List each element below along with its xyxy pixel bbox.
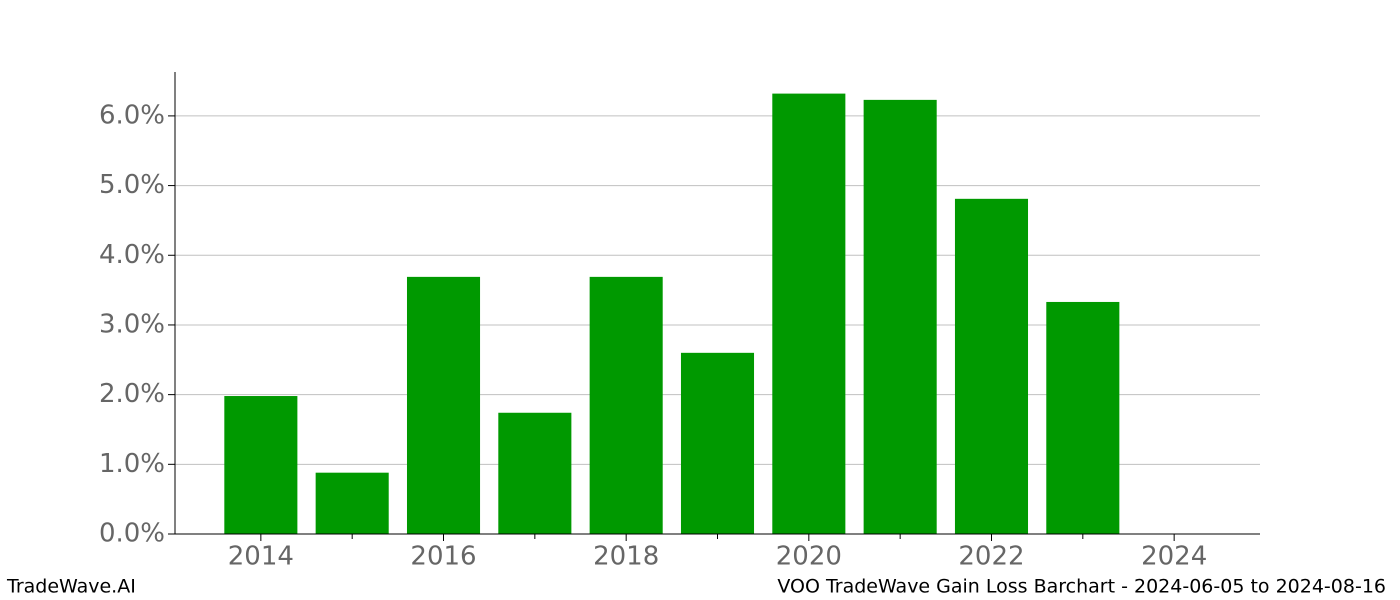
bar xyxy=(772,93,846,534)
x-tick-label: 2022 xyxy=(958,542,1024,572)
y-tick-label: 3.0% xyxy=(99,309,165,339)
x-tick-label: 2020 xyxy=(776,542,842,572)
bar xyxy=(954,198,1029,534)
bar xyxy=(315,472,389,534)
x-tick-label: 2014 xyxy=(228,542,294,572)
y-tick-label: 0.0% xyxy=(99,519,165,549)
x-tick-label: 2016 xyxy=(410,542,476,572)
bar xyxy=(680,352,755,534)
bar xyxy=(863,99,937,535)
bar xyxy=(1046,301,1120,534)
x-tick-label: 2018 xyxy=(593,542,659,572)
y-tick-label: 5.0% xyxy=(99,170,165,200)
footer-right: VOO TradeWave Gain Loss Barchart - 2024-… xyxy=(777,576,1386,598)
y-tick-label: 1.0% xyxy=(99,449,165,479)
bar xyxy=(406,276,481,534)
x-tick-label: 2024 xyxy=(1141,542,1207,572)
bar xyxy=(589,276,663,534)
footer-left: TradeWave.AI xyxy=(6,576,136,598)
y-tick-label: 2.0% xyxy=(99,379,165,409)
bar xyxy=(224,396,298,534)
bar xyxy=(498,412,572,534)
y-tick-label: 4.0% xyxy=(99,240,165,270)
y-tick-label: 6.0% xyxy=(99,100,165,130)
